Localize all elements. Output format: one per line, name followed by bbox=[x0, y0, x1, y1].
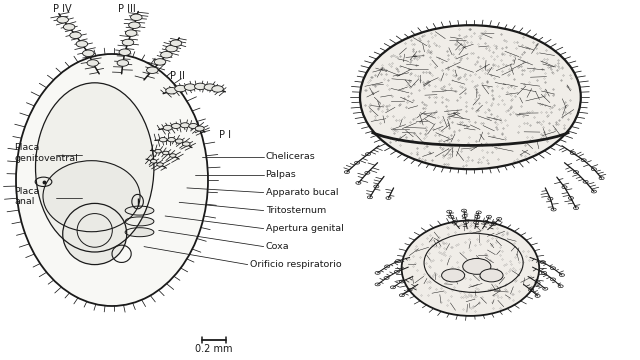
Circle shape bbox=[87, 60, 99, 66]
Circle shape bbox=[125, 30, 137, 36]
Circle shape bbox=[442, 269, 465, 282]
Ellipse shape bbox=[125, 228, 154, 237]
Text: Orificio respiratorio: Orificio respiratorio bbox=[250, 260, 341, 269]
Circle shape bbox=[184, 84, 196, 90]
Circle shape bbox=[170, 40, 182, 46]
Text: Tritosternum: Tritosternum bbox=[266, 206, 326, 215]
Ellipse shape bbox=[63, 203, 127, 265]
Circle shape bbox=[76, 41, 88, 47]
Text: Apparato bucal: Apparato bucal bbox=[266, 188, 338, 197]
Ellipse shape bbox=[43, 161, 140, 232]
Circle shape bbox=[147, 67, 158, 73]
Circle shape bbox=[172, 123, 180, 129]
Circle shape bbox=[166, 45, 177, 52]
Circle shape bbox=[163, 125, 172, 130]
Circle shape bbox=[175, 139, 183, 143]
Circle shape bbox=[122, 39, 134, 46]
Circle shape bbox=[189, 123, 198, 129]
Circle shape bbox=[154, 59, 166, 65]
Circle shape bbox=[129, 22, 140, 28]
Text: P II: P II bbox=[170, 71, 186, 81]
Circle shape bbox=[204, 84, 216, 90]
Circle shape bbox=[180, 123, 189, 128]
Ellipse shape bbox=[125, 206, 154, 215]
Circle shape bbox=[157, 163, 163, 166]
Ellipse shape bbox=[125, 217, 154, 226]
Circle shape bbox=[155, 149, 161, 153]
Circle shape bbox=[170, 154, 176, 157]
Ellipse shape bbox=[35, 83, 154, 252]
Circle shape bbox=[119, 49, 131, 55]
Circle shape bbox=[480, 269, 503, 282]
Circle shape bbox=[70, 32, 81, 39]
Circle shape bbox=[195, 126, 204, 131]
Circle shape bbox=[159, 138, 167, 142]
Circle shape bbox=[161, 51, 172, 58]
Circle shape bbox=[117, 60, 129, 66]
Text: P I: P I bbox=[220, 130, 231, 140]
Circle shape bbox=[163, 151, 169, 155]
Circle shape bbox=[175, 85, 186, 92]
Ellipse shape bbox=[402, 220, 539, 316]
Circle shape bbox=[83, 50, 94, 57]
Text: 0.2 mm: 0.2 mm bbox=[195, 344, 232, 354]
Text: P IV: P IV bbox=[53, 4, 72, 14]
Circle shape bbox=[131, 14, 142, 21]
Circle shape bbox=[182, 142, 190, 146]
Circle shape bbox=[463, 258, 491, 274]
Text: Coxa: Coxa bbox=[266, 242, 289, 251]
Circle shape bbox=[212, 86, 223, 92]
Circle shape bbox=[168, 138, 175, 142]
Text: Placa
genitoventral: Placa genitoventral bbox=[14, 143, 78, 163]
Text: Apertura genital: Apertura genital bbox=[266, 224, 343, 233]
Ellipse shape bbox=[360, 25, 581, 169]
Text: P III: P III bbox=[118, 4, 136, 14]
Circle shape bbox=[166, 87, 177, 94]
Ellipse shape bbox=[16, 54, 208, 306]
Circle shape bbox=[150, 159, 157, 163]
Circle shape bbox=[63, 24, 75, 30]
Text: Cheliceras: Cheliceras bbox=[266, 152, 316, 161]
Circle shape bbox=[195, 83, 206, 90]
Text: Palpas: Palpas bbox=[266, 170, 296, 179]
Text: Placa
anal: Placa anal bbox=[14, 186, 40, 206]
Circle shape bbox=[57, 17, 68, 23]
